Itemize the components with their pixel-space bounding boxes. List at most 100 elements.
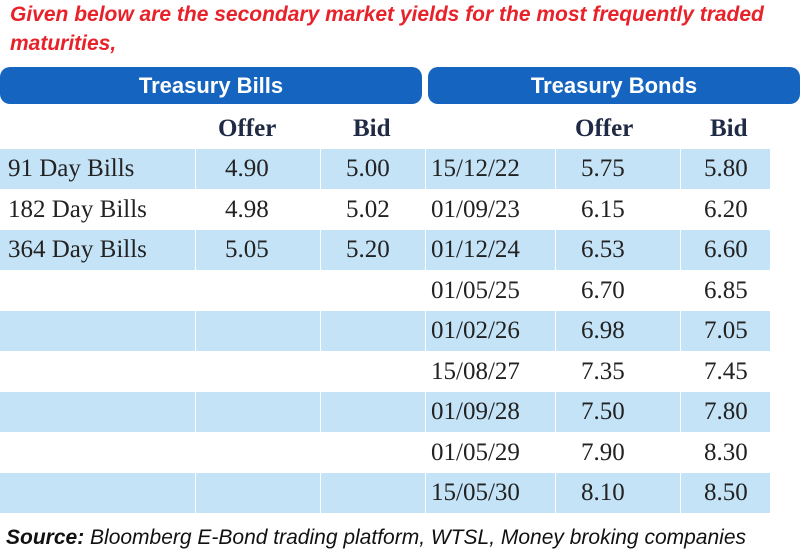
bond-maturity-cell: 15/08/27 xyxy=(431,357,520,385)
column-divider xyxy=(195,311,196,351)
bills-bid-heading: Bid xyxy=(353,115,391,142)
column-divider xyxy=(680,311,681,351)
bond-offer-cell: 5.75 xyxy=(581,155,625,182)
column-divider xyxy=(680,432,681,473)
column-divider xyxy=(320,392,321,432)
bonds-offer-heading: Offer xyxy=(575,115,634,142)
bond-bid-cell: 6.20 xyxy=(704,195,748,223)
bond-offer-cell: 6.70 xyxy=(581,276,625,304)
bills-offer-heading: Offer xyxy=(218,115,277,142)
table-row: 15/08/27 7.35 7.45 xyxy=(0,351,770,392)
column-divider xyxy=(555,149,556,189)
column-divider xyxy=(320,230,321,270)
column-divider xyxy=(425,230,426,270)
bond-bid-cell: 5.80 xyxy=(704,155,748,182)
bond-offer-cell: 6.98 xyxy=(581,317,625,344)
bond-maturity-cell: 01/12/24 xyxy=(431,236,520,263)
bill-offer-cell: 4.90 xyxy=(225,155,269,182)
column-divider xyxy=(320,432,321,473)
table-row: 91 Day Bills 4.90 5.00 15/12/22 5.75 5.80 xyxy=(0,149,770,189)
table-row: 182 Day Bills 4.98 5.02 01/09/23 6.15 6.20 xyxy=(0,189,770,230)
column-divider xyxy=(320,149,321,189)
bond-bid-cell: 8.50 xyxy=(704,479,748,506)
bond-offer-cell: 7.35 xyxy=(581,357,625,385)
column-divider xyxy=(425,432,426,473)
column-divider xyxy=(680,270,681,311)
bill-name-cell: 364 Day Bills xyxy=(8,236,147,263)
column-divider xyxy=(555,351,556,392)
bond-maturity-cell: 01/02/26 xyxy=(431,317,520,344)
column-divider xyxy=(555,230,556,270)
bond-bid-cell: 6.85 xyxy=(704,276,748,304)
column-divider xyxy=(555,311,556,351)
column-divider xyxy=(195,473,196,513)
treasury-bonds-header: Treasury Bonds xyxy=(428,67,800,104)
column-divider xyxy=(320,311,321,351)
bill-bid-cell: 5.00 xyxy=(346,155,390,182)
column-divider xyxy=(195,432,196,473)
column-divider xyxy=(425,473,426,513)
bond-maturity-cell: 01/09/23 xyxy=(431,195,520,223)
table-row: 01/02/26 6.98 7.05 xyxy=(0,311,770,351)
column-divider xyxy=(425,149,426,189)
bond-offer-cell: 7.50 xyxy=(581,398,625,425)
bond-bid-cell: 6.60 xyxy=(704,236,748,263)
column-divider xyxy=(320,473,321,513)
column-divider xyxy=(195,270,196,311)
treasury-bills-header: Treasury Bills xyxy=(0,67,422,104)
column-header-row: Offer Bid Offer Bid xyxy=(0,109,770,149)
column-divider xyxy=(425,311,426,351)
column-divider xyxy=(555,392,556,432)
column-divider xyxy=(320,270,321,311)
column-divider xyxy=(555,270,556,311)
bond-maturity-cell: 15/05/30 xyxy=(431,479,520,506)
bond-offer-cell: 6.53 xyxy=(581,236,625,263)
yields-table: Treasury Bills Treasury Bonds Offer Bid … xyxy=(0,63,800,522)
column-divider xyxy=(680,351,681,392)
column-divider xyxy=(425,270,426,311)
table-row: 01/05/25 6.70 6.85 xyxy=(0,270,770,311)
bond-offer-cell: 6.15 xyxy=(581,195,625,223)
table-row: 364 Day Bills 5.05 5.20 01/12/24 6.53 6.60 xyxy=(0,230,770,270)
source-note: Source: Bloomberg E-Bond trading platfor… xyxy=(6,523,746,553)
column-divider xyxy=(195,230,196,270)
bond-maturity-cell: 15/12/22 xyxy=(431,155,520,182)
intro-text: Given below are the secondary market yie… xyxy=(10,3,764,55)
column-divider xyxy=(425,392,426,432)
column-divider xyxy=(680,149,681,189)
column-divider xyxy=(195,392,196,432)
bond-offer-cell: 7.90 xyxy=(581,438,625,466)
table-row: 01/09/28 7.50 7.80 xyxy=(0,392,770,432)
bonds-bid-heading: Bid xyxy=(710,115,748,142)
column-divider xyxy=(555,473,556,513)
column-divider xyxy=(320,189,321,230)
source-label: Source: xyxy=(6,526,85,549)
column-divider xyxy=(680,230,681,270)
column-divider xyxy=(425,351,426,392)
column-divider xyxy=(680,473,681,513)
bill-offer-cell: 5.05 xyxy=(225,236,269,263)
column-divider xyxy=(195,189,196,230)
column-divider xyxy=(195,351,196,392)
bond-bid-cell: 8.30 xyxy=(704,438,748,466)
column-divider xyxy=(425,189,426,230)
bond-maturity-cell: 01/09/28 xyxy=(431,398,520,425)
source-text: Bloomberg E-Bond trading platform, WTSL,… xyxy=(84,526,746,549)
bill-name-cell: 91 Day Bills xyxy=(8,155,135,182)
column-divider xyxy=(680,392,681,432)
bond-bid-cell: 7.05 xyxy=(704,317,748,344)
bill-bid-cell: 5.20 xyxy=(346,236,390,263)
bill-name-cell: 182 Day Bills xyxy=(8,195,147,223)
column-divider xyxy=(555,189,556,230)
bond-bid-cell: 7.45 xyxy=(704,357,748,385)
table-row: 01/05/29 7.90 8.30 xyxy=(0,432,770,473)
bond-offer-cell: 8.10 xyxy=(581,479,625,506)
bill-offer-cell: 4.98 xyxy=(225,195,269,223)
column-divider xyxy=(320,351,321,392)
bond-maturity-cell: 01/05/29 xyxy=(431,438,520,466)
bond-bid-cell: 7.80 xyxy=(704,398,748,425)
bill-bid-cell: 5.02 xyxy=(346,195,390,223)
column-divider xyxy=(195,149,196,189)
bond-maturity-cell: 01/05/25 xyxy=(431,276,520,304)
column-divider xyxy=(555,432,556,473)
